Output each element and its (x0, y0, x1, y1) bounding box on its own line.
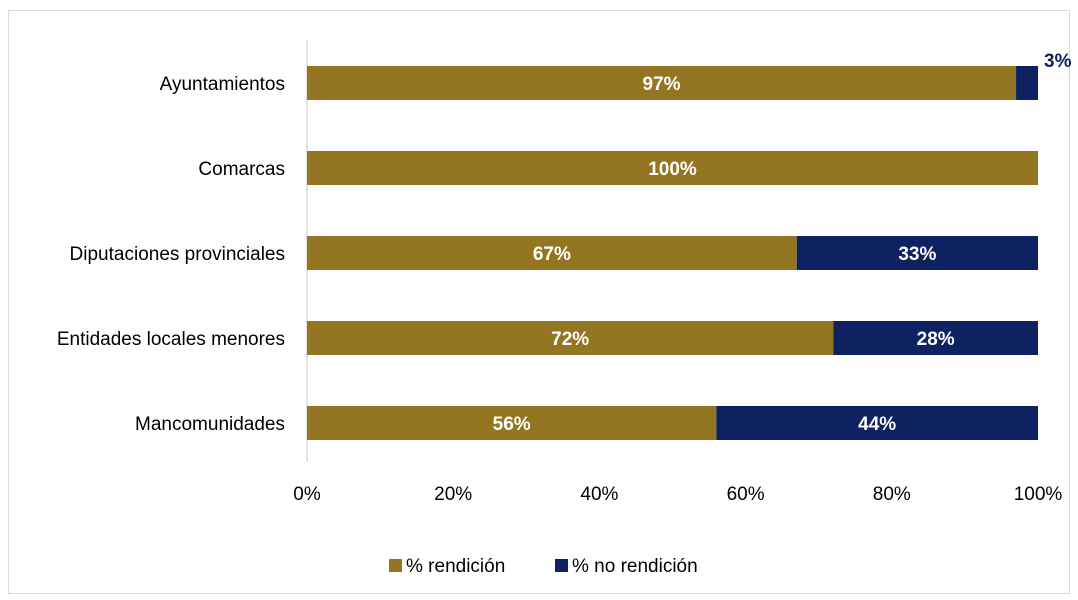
legend: % rendición % no rendición (389, 556, 698, 577)
category-label-entidades-locales-menores: Entidades locales menores (57, 329, 285, 350)
data-label-no-rendicion-diputaciones-provinciales: 33% (898, 244, 936, 265)
data-label-no-rendicion-mancomunidades: 44% (858, 414, 896, 435)
data-label-rendicion-ayuntamientos: 97% (643, 74, 681, 95)
category-label-diputaciones-provinciales: Diputaciones provinciales (70, 244, 285, 265)
bar-rendicion-ayuntamientos (307, 66, 1017, 100)
bar-no-rendicion-diputaciones-provinciales (796, 236, 1038, 270)
bar-no-rendicion-ayuntamientos (1016, 66, 1038, 100)
bar-no-rendicion-mancomunidades (716, 406, 1038, 440)
bars (307, 66, 1038, 440)
data-label-rendicion-entidades-locales-menores: 72% (551, 329, 589, 350)
data-label-no-rendicion-entidades-locales-menores: 28% (917, 329, 955, 350)
data-label-rendicion-diputaciones-provinciales: 67% (533, 244, 571, 265)
chart-frame (8, 10, 1070, 594)
legend-label-rendicion: % rendición (406, 556, 505, 577)
x-tick-labels: 0% 20% 40% 60% 80% 100% (293, 484, 1062, 505)
legend-swatch-rendicion (389, 559, 402, 572)
legend-label-no-rendicion: % no rendición (572, 556, 698, 577)
legend-swatch-no-rendicion (555, 559, 568, 572)
x-tick-label-0: 0% (293, 484, 321, 505)
x-tick-label-40: 40% (580, 484, 618, 505)
bar-labels: 97% 3% 100% 67% 33% 72% 28% 56% 44% (493, 51, 1072, 435)
bar-no-rendicion-entidades-locales-menores (833, 321, 1038, 355)
data-label-no-rendicion-ayuntamientos: 3% (1044, 51, 1072, 72)
x-tick-label-100: 100% (1014, 484, 1063, 505)
category-label-comarcas: Comarcas (198, 159, 285, 180)
x-tick-label-80: 80% (873, 484, 911, 505)
bar-rendicion-diputaciones-provinciales (307, 236, 797, 270)
x-tick-label-20: 20% (434, 484, 472, 505)
data-label-rendicion-mancomunidades: 56% (493, 414, 531, 435)
category-label-ayuntamientos: Ayuntamientos (160, 74, 285, 95)
data-label-rendicion-comarcas: 100% (648, 159, 697, 180)
bar-rendicion-entidades-locales-menores (307, 321, 834, 355)
category-labels: Ayuntamientos Comarcas Diputaciones provin… (57, 74, 285, 435)
category-label-mancomunidades: Mancomunidades (135, 414, 285, 435)
x-tick-label-60: 60% (727, 484, 765, 505)
bar-rendicion-comarcas (307, 151, 1038, 185)
bar-rendicion-mancomunidades (307, 406, 717, 440)
